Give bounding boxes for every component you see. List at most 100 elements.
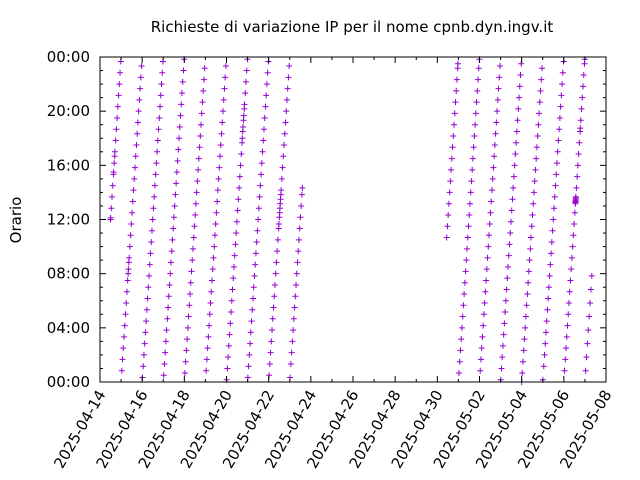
data-point [121,322,128,329]
data-point [559,69,566,76]
y-tick-label: 00:00 [47,48,90,66]
data-point [154,148,161,155]
data-point [214,198,221,205]
data-point [198,121,205,128]
data-point [483,277,490,284]
data-point [213,209,220,216]
data-point [477,356,484,363]
data-point [480,311,487,318]
data-point [242,90,249,97]
data-point [577,117,584,124]
data-point [128,221,135,228]
data-point [550,216,557,223]
data-point [469,155,476,162]
data-point [137,85,144,92]
data-point [114,114,121,121]
data-point [165,304,172,311]
data-point [562,356,569,363]
data-point [505,252,512,259]
data-point [143,306,150,313]
data-point [235,196,242,203]
data-point [461,279,468,286]
data-point [532,166,539,173]
data-point [573,184,580,191]
data-point [232,241,239,248]
data-point [520,347,527,354]
data-point [240,123,247,130]
data-point [207,300,214,307]
data-point [123,288,130,295]
data-point [287,360,294,367]
data-point [568,266,575,273]
y-tick-label: 08:00 [47,265,90,283]
data-point [148,227,155,234]
data-point [260,137,267,144]
data-point [469,166,476,173]
data-point [233,230,240,237]
data-point [559,81,566,88]
data-point [456,369,463,376]
data-point [474,87,481,94]
data-point [571,209,578,216]
data-point [211,243,218,250]
data-point [299,184,306,191]
data-point [115,92,122,99]
data-point [171,202,178,209]
data-point [453,76,460,83]
data-point [460,302,467,309]
data-point [187,279,194,286]
data-point [522,324,529,331]
data-point [231,252,238,259]
data-point [513,128,520,135]
data-point [533,155,540,162]
data-point [143,318,150,325]
y-tick-label: 04:00 [47,319,90,337]
data-point [242,78,249,85]
data-point [561,367,568,374]
data-point [278,187,285,194]
data-point [193,189,200,196]
data-point [528,234,535,241]
data-point [503,286,510,293]
data-point [296,225,303,232]
data-point [502,297,509,304]
data-point [471,132,478,139]
data-point [567,277,574,284]
data-point [263,92,270,99]
data-point [462,268,469,275]
data-point [486,232,493,239]
data-point [176,123,183,130]
data-point [221,85,228,92]
data-point [519,369,526,376]
data-point [585,327,592,334]
data-point [179,78,186,85]
data-point [453,87,460,94]
data-point [297,214,304,221]
data-point [512,151,519,158]
data-point [448,155,455,162]
data-point [557,103,564,110]
data-point [178,101,185,108]
data-point [549,227,556,234]
data-point [209,277,216,284]
data-point [529,211,536,218]
data-point [257,182,264,189]
data-point [109,182,116,189]
data-point [153,160,160,167]
data-point [119,356,126,363]
plot-border [99,56,607,383]
data-point [445,200,452,207]
data-point [217,142,224,149]
data-point [212,221,219,228]
data-point [556,126,563,133]
data-point [491,142,498,149]
data-point [289,338,296,345]
data-point [507,230,514,237]
data-point [514,117,521,124]
data-point [181,369,188,376]
data-point [466,211,473,218]
data-point [281,130,288,137]
data-point [513,139,520,146]
data-point [499,354,506,361]
data-point [137,74,144,81]
